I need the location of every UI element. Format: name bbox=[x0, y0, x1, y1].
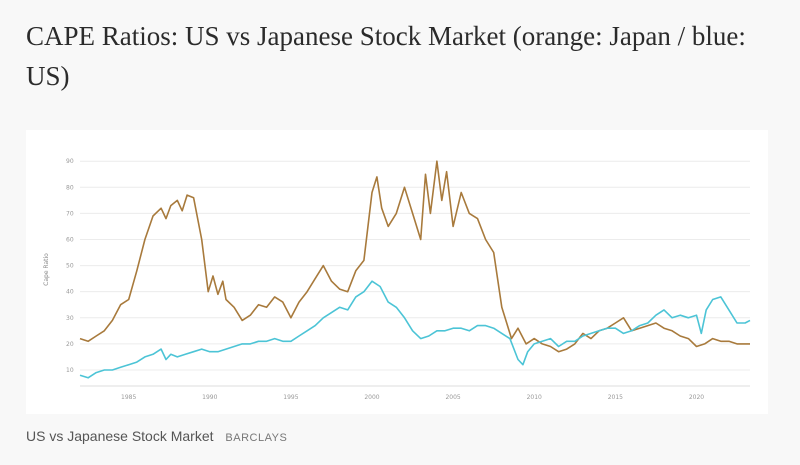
y-tick-labels: 10 20 30 40 50 60 70 80 90 bbox=[66, 158, 74, 374]
page-headline: CAPE Ratios: US vs Japanese Stock Market… bbox=[26, 21, 746, 91]
x-tick-label: 2020 bbox=[689, 394, 704, 401]
x-tick-label: 1995 bbox=[283, 394, 298, 401]
y-tick-label: 50 bbox=[66, 263, 74, 270]
y-tick-label: 20 bbox=[66, 341, 74, 348]
caption-credit: BARCLAYS bbox=[225, 432, 288, 444]
y-tick-label: 70 bbox=[66, 210, 74, 217]
x-tick-labels: 1985 1990 1995 2000 2005 2010 2015 2020 bbox=[121, 394, 704, 401]
x-tick-label: 2010 bbox=[527, 394, 542, 401]
x-tick-label: 1985 bbox=[121, 394, 136, 401]
chart-card: 10 20 30 40 50 60 70 80 90 1985 1990 1995 2000 2005 2… bbox=[26, 130, 768, 414]
x-tick-label: 1990 bbox=[202, 394, 217, 401]
figure-caption: US vs Japanese Stock Market BARCLAYS bbox=[26, 428, 287, 444]
grid-lines bbox=[80, 160, 750, 387]
cape-line-chart: 10 20 30 40 50 60 70 80 90 1985 1990 1995 2000 2005 2… bbox=[43, 158, 751, 401]
y-tick-label: 60 bbox=[66, 236, 74, 243]
y-tick-label: 40 bbox=[66, 289, 74, 296]
y-tick-label: 90 bbox=[66, 158, 74, 165]
series-line-japan bbox=[79, 160, 750, 353]
x-tick-label: 2000 bbox=[364, 394, 379, 401]
y-tick-label: 10 bbox=[66, 367, 74, 374]
series-line-us bbox=[79, 280, 751, 379]
y-tick-label: 30 bbox=[66, 315, 74, 322]
series-lines bbox=[79, 160, 751, 379]
x-tick-label: 2005 bbox=[445, 394, 460, 401]
caption-text: US vs Japanese Stock Market bbox=[26, 428, 214, 444]
y-tick-label: 80 bbox=[66, 184, 74, 191]
x-tick-label: 2015 bbox=[608, 394, 623, 401]
y-axis-label: Cape Ratio bbox=[43, 253, 50, 286]
